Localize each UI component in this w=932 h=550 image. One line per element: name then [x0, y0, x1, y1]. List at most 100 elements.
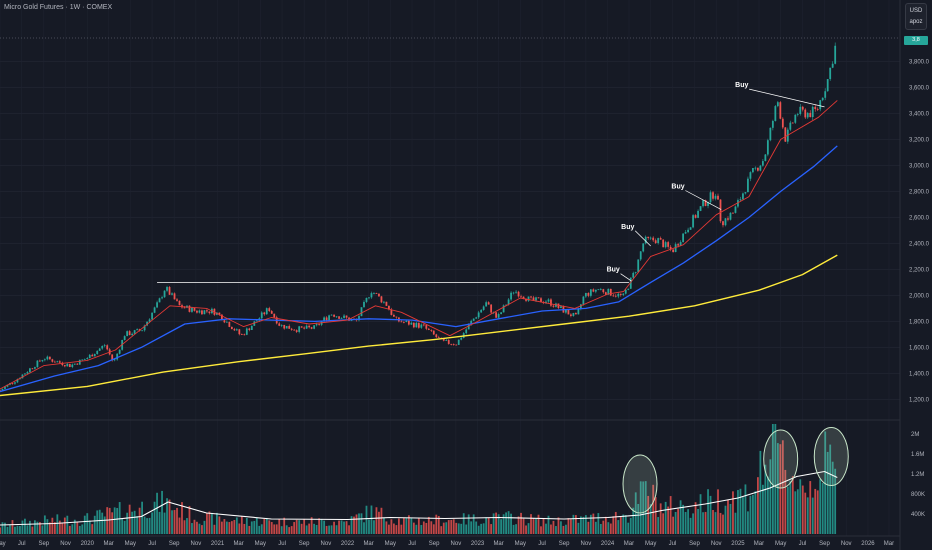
volume-bar[interactable] — [63, 517, 66, 534]
candle-body[interactable] — [742, 193, 744, 200]
volume-bar[interactable] — [552, 520, 555, 534]
candle-body[interactable] — [614, 295, 617, 297]
volume-bar[interactable] — [151, 512, 153, 534]
candle-body[interactable] — [612, 295, 615, 297]
candle-body[interactable] — [617, 293, 620, 297]
candle-body[interactable] — [480, 309, 483, 313]
candle-body[interactable] — [51, 359, 54, 362]
candle-body[interactable] — [128, 331, 131, 336]
candle-body[interactable] — [791, 122, 794, 124]
volume-bar[interactable] — [116, 507, 119, 534]
candle-body[interactable] — [123, 336, 126, 340]
volume-bar[interactable] — [669, 496, 672, 534]
candle-body[interactable] — [532, 297, 535, 301]
candle-body[interactable] — [806, 112, 809, 118]
volume-bar[interactable] — [699, 494, 702, 534]
volume-bar[interactable] — [235, 517, 238, 534]
volume-bar[interactable] — [101, 512, 104, 534]
candle-body[interactable] — [704, 200, 707, 206]
candle-body[interactable] — [644, 236, 647, 244]
volume-bar[interactable] — [722, 514, 724, 534]
candle-body[interactable] — [278, 323, 281, 326]
candle-body[interactable] — [390, 309, 393, 315]
candle-body[interactable] — [220, 314, 223, 321]
volume-bar[interactable] — [163, 512, 166, 534]
volume-bar[interactable] — [796, 489, 799, 534]
candle-body[interactable] — [365, 297, 368, 302]
volume-bar[interactable] — [240, 516, 243, 534]
candle-body[interactable] — [163, 290, 166, 298]
candle-body[interactable] — [799, 106, 802, 115]
volume-bar[interactable] — [81, 524, 84, 534]
candle-body[interactable] — [759, 165, 762, 171]
candle-body[interactable] — [497, 314, 500, 318]
volume-bar[interactable] — [717, 489, 719, 534]
candle-body[interactable] — [577, 308, 580, 315]
volume-bar[interactable] — [602, 520, 605, 534]
candle-body[interactable] — [604, 292, 607, 295]
candle-body[interactable] — [417, 322, 420, 328]
candle-body[interactable] — [318, 324, 321, 325]
volume-bar[interactable] — [417, 518, 420, 534]
candle-body[interactable] — [687, 229, 689, 233]
candle-body[interactable] — [475, 317, 478, 319]
candle-body[interactable] — [629, 277, 632, 289]
candle-body[interactable] — [831, 63, 834, 68]
volume-bar[interactable] — [492, 513, 495, 534]
candle-body[interactable] — [58, 361, 61, 363]
candle-body[interactable] — [575, 313, 577, 315]
volume-bar[interactable] — [485, 517, 488, 534]
candle-body[interactable] — [46, 356, 49, 360]
candle-body[interactable] — [283, 324, 286, 329]
candle-body[interactable] — [437, 337, 440, 338]
volume-bar[interactable] — [265, 517, 268, 534]
candle-body[interactable] — [343, 315, 345, 318]
volume-bar[interactable] — [11, 520, 14, 534]
candle-body[interactable] — [378, 293, 380, 297]
candle-body[interactable] — [176, 299, 178, 301]
candle-body[interactable] — [260, 312, 263, 319]
volume-bar[interactable] — [161, 490, 163, 534]
volume-bar[interactable] — [545, 523, 547, 534]
volume-bar[interactable] — [599, 523, 602, 534]
volume-bar[interactable] — [826, 451, 829, 534]
volume-bar[interactable] — [467, 514, 470, 534]
volume-bar[interactable] — [677, 508, 680, 534]
volume-bar[interactable] — [831, 461, 834, 534]
candle-body[interactable] — [495, 312, 498, 318]
candle-body[interactable] — [196, 310, 198, 313]
volume-bar[interactable] — [801, 485, 804, 534]
volume-bar[interactable] — [497, 514, 500, 534]
currency-selector[interactable]: USD apoz — [905, 3, 927, 30]
volume-bar[interactable] — [694, 502, 697, 534]
volume-bar[interactable] — [402, 517, 405, 534]
volume-bar[interactable] — [622, 514, 625, 534]
volume-bar[interactable] — [550, 524, 552, 534]
volume-bar[interactable] — [535, 518, 537, 534]
candle-body[interactable] — [669, 246, 672, 250]
volume-bar[interactable] — [315, 524, 318, 534]
candle-body[interactable] — [520, 296, 522, 298]
volume-bar[interactable] — [764, 464, 767, 534]
candle-body[interactable] — [752, 168, 754, 173]
volume-bar[interactable] — [617, 520, 620, 534]
candle-body[interactable] — [597, 289, 600, 291]
volume-bar[interactable] — [821, 482, 824, 534]
candle-body[interactable] — [756, 167, 759, 171]
candle-body[interactable] — [141, 330, 144, 332]
volume-bar[interactable] — [228, 522, 231, 534]
volume-bar[interactable] — [363, 522, 365, 534]
candle-body[interactable] — [188, 305, 191, 312]
volume-bar[interactable] — [742, 497, 744, 534]
volume-bar[interactable] — [639, 481, 642, 534]
volume-bar[interactable] — [674, 511, 677, 534]
candle-body[interactable] — [619, 293, 622, 295]
candle-body[interactable] — [737, 200, 739, 207]
candle-body[interactable] — [228, 321, 231, 327]
volume-bar[interactable] — [24, 518, 26, 534]
volume-bar[interactable] — [1, 522, 4, 534]
volume-bar[interactable] — [16, 525, 19, 534]
price-pane[interactable] — [0, 42, 838, 397]
volume-bar[interactable] — [756, 477, 759, 534]
volume-bar[interactable] — [78, 525, 81, 534]
